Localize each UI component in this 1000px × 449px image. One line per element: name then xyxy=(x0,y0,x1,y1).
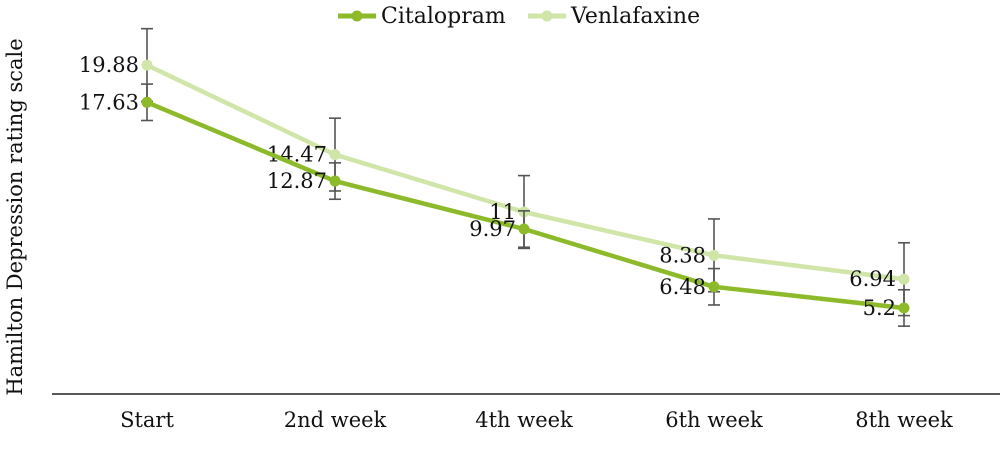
point-citalopram-3 xyxy=(708,281,720,293)
legend: Citalopram Venlafaxine xyxy=(338,4,700,29)
y-axis-title: Hamilton Depression rating scale xyxy=(3,38,27,395)
data-label-citalopram-2: 9.97 xyxy=(469,217,516,241)
legend-label-venlafaxine: Venlafaxine xyxy=(570,4,700,29)
data-label-venlafaxine-3: 8.38 xyxy=(659,243,706,267)
x-tick-8th-week: 8th week xyxy=(855,408,953,432)
data-label-venlafaxine-4: 6.94 xyxy=(849,267,896,291)
series-citalopram: 17.63 12.87 9.97 6.48 5.2 xyxy=(79,83,910,327)
point-citalopram-0 xyxy=(141,96,153,108)
legend-label-citalopram: Citalopram xyxy=(381,4,506,29)
x-tick-start: Start xyxy=(120,408,174,432)
point-citalopram-2 xyxy=(518,223,530,235)
point-citalopram-4 xyxy=(898,302,910,314)
series-layer: 19.8814.47118.386.9417.6312.879.976.485.… xyxy=(79,27,910,327)
point-venlafaxine-4 xyxy=(898,273,910,285)
x-tick-2nd-week: 2nd week xyxy=(284,408,387,432)
point-venlafaxine-3 xyxy=(708,249,720,261)
x-tick-6th-week: 6th week xyxy=(665,408,763,432)
data-label-venlafaxine-0: 19.88 xyxy=(79,53,139,77)
point-citalopram-1 xyxy=(329,175,341,187)
data-label-citalopram-3: 6.48 xyxy=(659,275,706,299)
point-venlafaxine-0 xyxy=(141,59,153,71)
data-label-citalopram-1: 12.87 xyxy=(267,169,327,193)
data-label-citalopram-4: 5.2 xyxy=(863,296,896,320)
line-citalopram xyxy=(144,100,907,311)
legend-marker-venlafaxine xyxy=(541,10,553,22)
x-tick-labels: Start 2nd week 4th week 6th week 8th week xyxy=(120,408,953,432)
x-tick-4th-week: 4th week xyxy=(475,408,573,432)
point-venlafaxine-1 xyxy=(329,149,341,161)
legend-marker-citalopram xyxy=(351,10,363,22)
data-label-citalopram-0: 17.63 xyxy=(79,90,139,114)
